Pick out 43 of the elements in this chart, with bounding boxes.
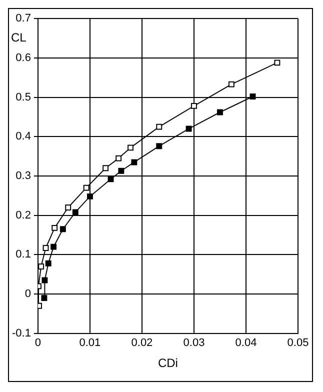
point	[45, 260, 52, 266]
point	[108, 176, 114, 182]
y-tick-label: 0	[24, 288, 31, 300]
point	[156, 143, 162, 150]
y-axis-title: CL	[11, 30, 27, 44]
point	[83, 184, 90, 191]
point	[38, 264, 44, 270]
point	[228, 81, 234, 88]
point	[156, 124, 162, 130]
point	[131, 159, 138, 166]
y-tick-label: -0.1	[12, 327, 31, 340]
point	[52, 224, 58, 231]
point	[72, 209, 78, 216]
y-tick-label: 0.1	[16, 248, 31, 261]
point	[128, 144, 134, 151]
point	[42, 245, 49, 251]
point	[86, 193, 93, 200]
y-tick-label: 0.7	[16, 12, 31, 25]
y-tick-label: 0.6	[16, 52, 31, 64]
x-tick-label: 0	[34, 337, 42, 350]
x-tick-label: 0.01	[79, 337, 101, 350]
y-tick-label: 0.3	[16, 170, 31, 182]
point	[186, 126, 192, 132]
point	[191, 102, 197, 109]
point	[41, 295, 48, 301]
point	[250, 94, 256, 100]
point	[274, 60, 280, 66]
y-tick-label: 0.5	[16, 91, 31, 104]
point	[118, 168, 124, 174]
point	[60, 226, 66, 232]
x-tick-label: 0.05	[287, 337, 309, 350]
x-tick-label: 0.02	[131, 337, 153, 350]
y-tick-label: 0.4	[16, 130, 31, 143]
x-tick-label: 0.03	[183, 337, 205, 350]
point	[217, 109, 223, 116]
point	[42, 277, 48, 284]
x-tick-label: 0.04	[235, 337, 257, 350]
point	[65, 204, 72, 210]
point	[102, 165, 109, 172]
point	[50, 244, 57, 250]
point	[116, 155, 122, 162]
y-tick-label: 0.2	[16, 209, 31, 222]
x-axis-title: CDi	[158, 356, 178, 370]
